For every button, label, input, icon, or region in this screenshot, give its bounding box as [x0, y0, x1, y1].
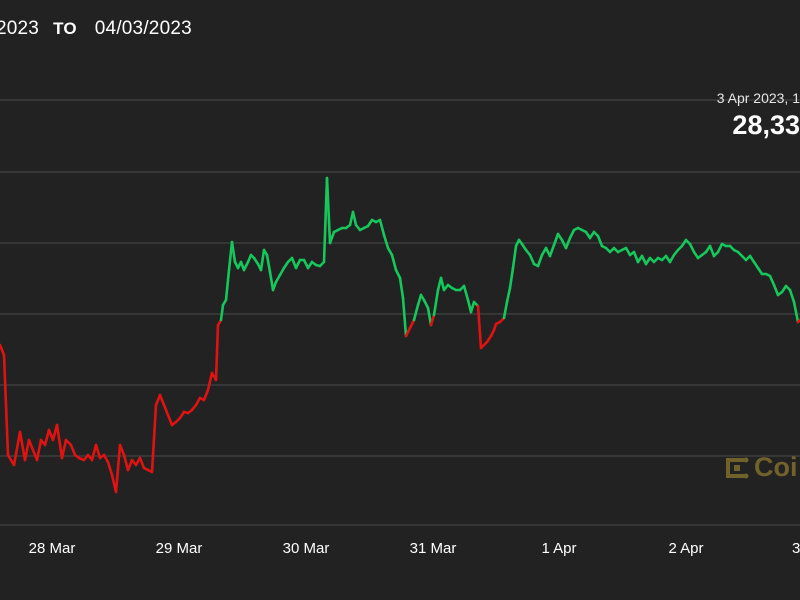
tooltip-time: 3 Apr 2023, 1 [716, 90, 800, 106]
to-date: 04/03/2023 [94, 18, 192, 39]
price-line-segment [0, 343, 6, 357]
price-line-segment [35, 438, 43, 462]
price-line-segment [404, 326, 412, 338]
coindesk-logo-icon [726, 457, 749, 478]
price-line-segment [265, 253, 272, 274]
price-line-segment [398, 276, 405, 300]
price-line-segment [23, 438, 31, 462]
price-line-segment [90, 443, 98, 462]
price-line-segment [624, 246, 632, 257]
price-line-segment [43, 428, 51, 447]
price-line-segment [290, 256, 298, 270]
price-line-segment [150, 403, 158, 474]
price-line-segment [462, 284, 470, 302]
price-line-segment [768, 274, 776, 287]
watermark-text: Coi [754, 452, 798, 482]
price-line-segment [408, 318, 416, 330]
price-line-segment [382, 233, 390, 250]
price-line-segment [219, 303, 225, 322]
price-line-segment [126, 458, 134, 472]
price-line-segment [158, 393, 166, 407]
price-line-segment [439, 276, 446, 292]
price-line-segment [390, 253, 398, 272]
price-line-segment [422, 298, 430, 310]
price-line-segment [792, 300, 800, 324]
price-line-segment [206, 371, 214, 392]
price-line-segment [278, 266, 286, 277]
x-tick-label: 31 Mar [410, 540, 457, 557]
price-line-segment [505, 286, 512, 304]
price-line-segment [114, 443, 122, 494]
price-line-segment [378, 218, 386, 237]
price-line-segment [162, 403, 170, 417]
price-line-segment [596, 234, 604, 248]
price-line-segment [60, 438, 68, 460]
price-line-segment [69, 443, 77, 457]
price-line-segment [259, 248, 266, 272]
x-tick-label: 3 [792, 540, 800, 557]
price-line-segment [214, 323, 220, 382]
price-line-segment [351, 210, 358, 227]
price-line-segment [18, 430, 27, 462]
price-line-segment [102, 453, 110, 464]
price-line-segment [564, 236, 572, 250]
price-line-segment [708, 244, 716, 258]
to-label: TO [53, 19, 77, 38]
tooltip-value: 28,33 [732, 110, 800, 140]
price-line-segment [772, 283, 780, 297]
price-line-segment [469, 300, 476, 314]
price-line-segment [552, 232, 560, 247]
price-line-segment [138, 456, 146, 470]
x-tick-label: 29 Mar [156, 540, 203, 557]
x-tick-label: 2 Apr [668, 540, 703, 557]
price-line-segment [268, 270, 275, 292]
price-line-segment [432, 288, 440, 317]
price-line-segment [12, 430, 22, 467]
price-line-segment [568, 228, 576, 240]
price-line-segment [325, 176, 332, 245]
date-range: 2023 TO 04/03/2023 [0, 14, 192, 44]
price-line-segment [429, 313, 436, 327]
price-line-segment [194, 396, 202, 407]
price-line-segment [224, 268, 231, 302]
price-line-segment [412, 303, 420, 322]
price-line-segment [2, 353, 10, 457]
price-line-segment [632, 250, 640, 264]
hover-tooltip: 3 Apr 2023, 1 28,33 [680, 90, 800, 141]
price-line-segment [274, 273, 282, 284]
price-line-segment [118, 443, 126, 457]
price-line-segment [536, 253, 544, 268]
price-line-segment [401, 296, 408, 338]
price-line-segment [511, 244, 518, 270]
x-tick-label: 1 Apr [541, 540, 576, 557]
price-line-segment [688, 242, 696, 254]
price-line-segment [668, 253, 676, 264]
price-line-segment [528, 253, 536, 266]
price-line-segment [242, 260, 250, 272]
price-line-segment [548, 243, 556, 258]
price-line-segment [476, 304, 483, 350]
price-line-segment [94, 443, 102, 460]
price-line-segment [202, 388, 210, 402]
price-line-segment [55, 423, 64, 460]
price-line-segment [328, 230, 336, 245]
price-line-segment [230, 240, 237, 264]
price-line-segment [294, 258, 302, 270]
watermark: Coi [722, 452, 798, 483]
price-line-segment [508, 266, 515, 290]
price-line-segment [788, 288, 796, 304]
price-line-segment [716, 242, 724, 254]
x-tick-label: 30 Mar [283, 540, 330, 557]
x-tick-label: 28 Mar [29, 540, 76, 557]
price-line-segment [271, 280, 278, 292]
price-line-segment [166, 413, 174, 427]
price-line-segment [122, 453, 130, 472]
price-line-segment [106, 460, 114, 477]
from-date: 2023 [0, 18, 40, 39]
price-line-segment [386, 246, 394, 257]
price-line-segment [394, 268, 402, 280]
price-line-segment [502, 300, 509, 320]
price-line-segment [27, 438, 35, 452]
